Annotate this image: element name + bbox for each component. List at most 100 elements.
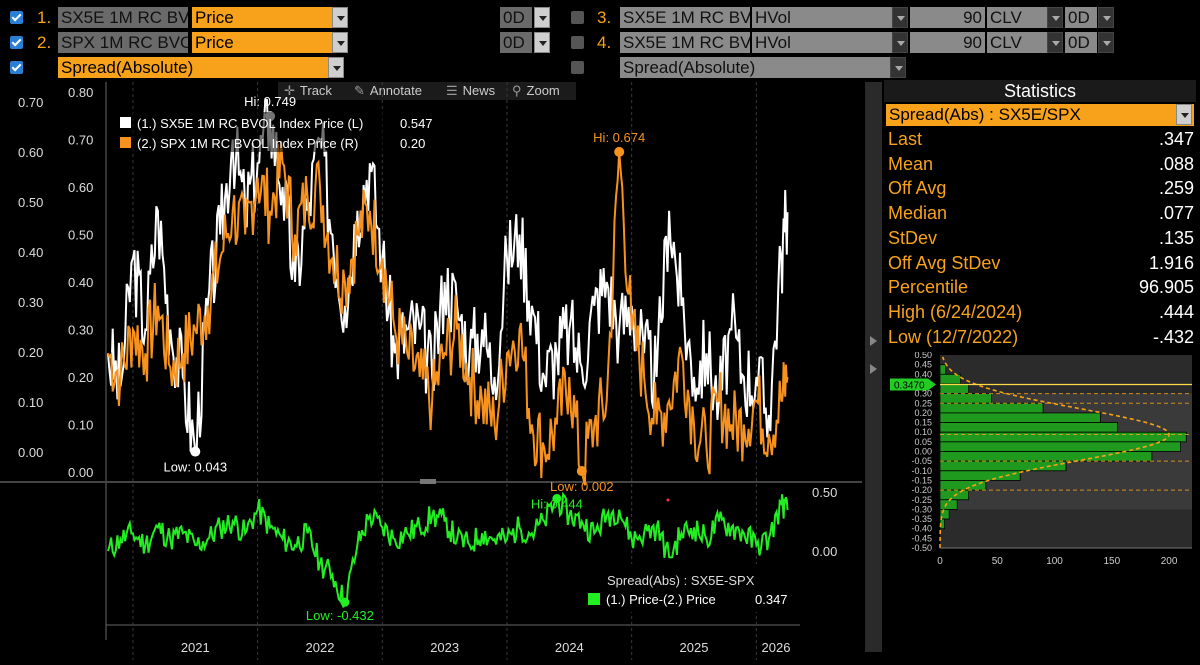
outer-axis-tick: 0.50 xyxy=(18,195,43,210)
spread-line[interactable] xyxy=(107,491,789,608)
crosshair-icon: ✛ xyxy=(284,83,295,98)
histogram-bar xyxy=(939,499,958,510)
extreme-point-marker xyxy=(576,466,587,477)
series-3-security-field[interactable]: SX5E 1M RC BVOL Index xyxy=(620,7,750,28)
series-2-field-dropdown[interactable] xyxy=(332,32,348,53)
series-1-checkbox[interactable] xyxy=(10,11,23,24)
series-3-period[interactable]: 0D xyxy=(1065,7,1097,28)
spread-left-checkbox[interactable] xyxy=(10,61,23,74)
stat-label: Off Avg StDev xyxy=(888,252,1001,273)
statistics-series-dropdown[interactable] xyxy=(1176,104,1192,125)
stat-label: Off Avg xyxy=(888,178,947,199)
series-line-spx[interactable] xyxy=(107,140,789,486)
extreme-point-marker xyxy=(614,146,625,157)
stat-row: Off Avg .259 xyxy=(888,178,1194,202)
series-row-4: 4. SX5E 1M RC BVOL Index HVol 90 CLV 0D xyxy=(565,31,1195,55)
spread-left-dropdown[interactable] xyxy=(328,57,344,78)
series-2-period-dropdown[interactable] xyxy=(534,32,550,53)
series-4-field-select[interactable]: HVol xyxy=(752,32,892,53)
histogram-y-tick: -0.45 xyxy=(911,533,932,543)
series-4-period[interactable]: 0D xyxy=(1065,32,1097,53)
stat-value: 96.905 xyxy=(1138,277,1194,298)
series-3-source-dropdown[interactable] xyxy=(1047,7,1063,28)
series-3-window[interactable]: 90 xyxy=(910,7,985,28)
annotate-button[interactable]: ✎ Annotate xyxy=(354,83,422,99)
x-tick-label: 2023 xyxy=(430,640,459,655)
collapse-arrow-icon[interactable] xyxy=(870,336,877,346)
stat-value: .259 xyxy=(1158,178,1194,199)
zoom-label: Zoom xyxy=(526,83,560,98)
spread-right-dropdown[interactable] xyxy=(890,57,906,78)
series-2-field-select[interactable]: Price xyxy=(192,32,332,53)
x-tick-label: 2021 xyxy=(181,640,210,655)
stat-label: Last xyxy=(888,129,923,149)
legend-swatch-1 xyxy=(120,117,131,128)
track-button[interactable]: ✛ Track xyxy=(284,83,332,99)
series-3-field-dropdown[interactable] xyxy=(892,7,908,28)
stat-value: .347 xyxy=(1158,129,1194,149)
statistics-series-select[interactable]: Spread(Abs) : SX5E/SPX xyxy=(886,104,1194,126)
series-2-number: 2. xyxy=(37,33,52,52)
series-4-window[interactable]: 90 xyxy=(910,32,985,53)
series-1-field-select[interactable]: Price xyxy=(192,7,332,28)
stat-label: Mean xyxy=(888,153,934,174)
spread-right-checkbox[interactable] xyxy=(571,61,584,74)
series-1-period[interactable]: 0D xyxy=(500,7,532,28)
series-4-field-dropdown[interactable] xyxy=(892,32,908,53)
spread-left-select[interactable]: Spread(Absolute) xyxy=(58,57,328,78)
extreme-point-marker xyxy=(190,446,201,457)
series-3-checkbox[interactable] xyxy=(571,11,584,24)
series-1-field-dropdown[interactable] xyxy=(332,7,348,28)
histogram-y-tick: -0.40 xyxy=(911,524,932,534)
main-chart[interactable]: Hi: 0.749 Low: 0.043 Hi: 0.674 Low: 0.002 0… xyxy=(0,0,862,665)
histogram-x-tick: 100 xyxy=(1046,556,1063,567)
low-annotation: Low: 0.043 xyxy=(163,460,227,475)
spread-extreme-marker xyxy=(552,494,562,504)
pane-divider-handle[interactable] xyxy=(420,479,436,484)
histogram-bar xyxy=(939,451,1153,462)
news-event-dot[interactable] xyxy=(666,498,670,502)
histogram-y-tick: 0.10 xyxy=(914,427,932,437)
series-3-period-dropdown[interactable] xyxy=(1098,7,1114,28)
series-line-sx5e[interactable] xyxy=(107,98,789,452)
series-3-field-select[interactable]: HVol xyxy=(752,7,892,28)
histogram-y-tick: 0.00 xyxy=(914,447,932,457)
series-4-period-dropdown[interactable] xyxy=(1098,32,1114,53)
outer-axis-tick: 0.60 xyxy=(18,145,43,160)
series-2-period[interactable]: 0D xyxy=(500,32,532,53)
spread-row-right: Spread(Absolute) xyxy=(565,56,1195,80)
legend-entry-1: (1.) SX5E 1M RC BVOL Index Price (L) xyxy=(137,116,363,131)
series-1-security-field[interactable]: SX5E 1M RC BVOL Index xyxy=(58,7,188,28)
spread-right-select[interactable]: Spread(Absolute) xyxy=(620,57,890,78)
spread-histogram: 0.3470 0.500.450.400.300.250.200.150.100… xyxy=(890,352,1192,567)
stat-row: Median .077 xyxy=(888,203,1194,227)
stat-value: 1.916 xyxy=(1148,252,1194,273)
histogram-y-tick: 0.15 xyxy=(914,418,932,428)
histogram-y-tick: 0.50 xyxy=(914,352,932,360)
stat-label: Low (12/7/2022) xyxy=(888,326,1019,347)
series-row-3: 3. SX5E 1M RC BVOL Index HVol 90 CLV 0D xyxy=(565,6,1195,30)
stat-value: -.432 xyxy=(1152,326,1194,347)
series-4-security-field[interactable]: SX5E 1M RC BVOL Index xyxy=(620,32,750,53)
histogram-bar xyxy=(939,412,1101,423)
high-annotation: Hi: 0.674 xyxy=(593,130,645,145)
zoom-button[interactable]: ⚲ Zoom xyxy=(512,83,560,99)
series-4-source-dropdown[interactable] xyxy=(1047,32,1063,53)
stat-label: Median xyxy=(888,203,948,224)
spread-legend-swatch xyxy=(588,593,600,605)
histogram-bar xyxy=(939,402,1044,414)
stat-row: Low (12/7/2022) -.432 xyxy=(888,327,1194,351)
series-4-number: 4. xyxy=(597,33,612,52)
series-4-source[interactable]: CLV xyxy=(987,32,1047,53)
news-button[interactable]: ☰ News xyxy=(446,83,495,99)
series-2-checkbox[interactable] xyxy=(10,36,23,49)
spread-row-left: Spread(Absolute) xyxy=(0,56,560,80)
histogram-bar xyxy=(939,393,992,404)
chart-toolbar: ✛ Track ✎ Annotate ☰ News ⚲ Zoom xyxy=(278,82,576,100)
expand-arrow-icon[interactable] xyxy=(870,364,877,374)
series-4-checkbox[interactable] xyxy=(571,36,584,49)
series-2-security-field[interactable]: SPX 1M RC BVOL Index xyxy=(58,32,188,53)
series-1-period-dropdown[interactable] xyxy=(534,7,550,28)
series-3-source[interactable]: CLV xyxy=(987,7,1047,28)
track-label: Track xyxy=(299,83,332,98)
